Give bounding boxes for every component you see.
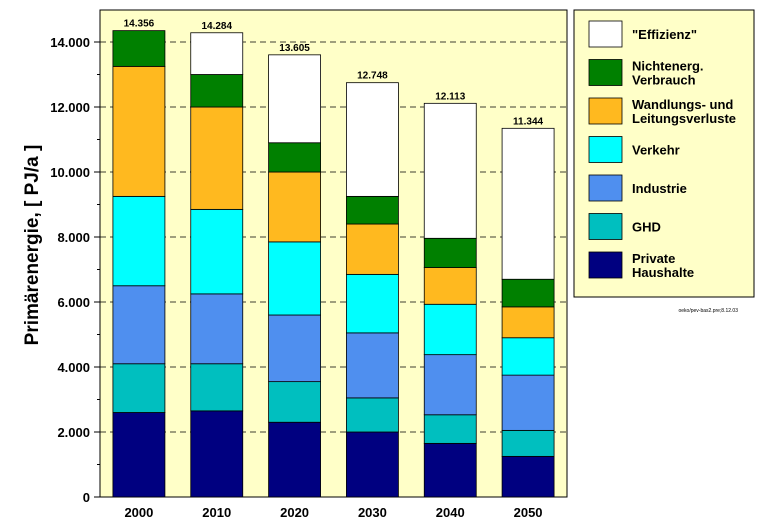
legend-swatch bbox=[588, 136, 623, 163]
bar-segment bbox=[346, 195, 399, 225]
legend-label: Haushalte bbox=[632, 265, 694, 280]
bar-segment bbox=[346, 223, 399, 275]
legend-swatch bbox=[588, 174, 623, 202]
bar-segment bbox=[190, 363, 244, 412]
bars: 14.356 14.284 13.605 12.748 12.113 11.344 bbox=[112, 18, 555, 498]
bar-total-label: 11.344 bbox=[513, 116, 543, 127]
legend-swatch bbox=[588, 59, 623, 86]
bar-segment bbox=[501, 127, 555, 280]
bar-segment bbox=[190, 32, 244, 75]
bar-total-label: 13.605 bbox=[279, 43, 310, 54]
bar-segment bbox=[190, 106, 244, 210]
bar-total-label: 12.748 bbox=[357, 71, 388, 82]
x-tick-label: 2020 bbox=[280, 505, 309, 520]
bar-segment bbox=[268, 241, 321, 316]
bar-segment bbox=[346, 332, 399, 399]
bar-total-label: 12.113 bbox=[435, 91, 465, 102]
y-tick-label: 2.000 bbox=[57, 425, 90, 440]
axes: 0 2.000 4.000 6.000 8.000 10.000 12.000 14.000 P… bbox=[22, 35, 543, 520]
bar-segment bbox=[112, 65, 166, 197]
gridlines bbox=[100, 41, 567, 433]
bar-segment bbox=[501, 278, 555, 308]
plot-area bbox=[99, 9, 568, 498]
bar-segment bbox=[190, 293, 244, 365]
legend-label: Leitungsverluste bbox=[632, 111, 736, 126]
bar-segment bbox=[423, 267, 477, 305]
bar-total-label: 14.284 bbox=[201, 21, 232, 32]
bar-segment bbox=[501, 455, 555, 498]
x-tick-label: 2010 bbox=[202, 505, 231, 520]
bar-segment bbox=[346, 397, 399, 433]
x-tick-label: 2030 bbox=[358, 505, 387, 520]
bar-segment bbox=[112, 363, 166, 413]
bar-segment bbox=[423, 237, 477, 268]
legend-swatch bbox=[588, 213, 623, 240]
bar-segment bbox=[112, 285, 166, 365]
y-tick-label: 10.000 bbox=[50, 165, 90, 180]
bar-segment bbox=[268, 142, 321, 173]
bar-segment bbox=[501, 306, 555, 339]
bar-segment bbox=[268, 314, 321, 383]
legend-label: Wandlungs- und bbox=[632, 97, 733, 112]
credit-note: oeko/pev-bas2.pre;8.12.03 bbox=[679, 308, 739, 314]
plot-background bbox=[99, 9, 568, 498]
bar-segment bbox=[501, 337, 555, 376]
legend-label: GHD bbox=[632, 220, 661, 235]
y-tick-label: 12.000 bbox=[50, 100, 90, 115]
legend-label: "Effizienz" bbox=[632, 27, 697, 42]
bar-segment bbox=[423, 414, 477, 444]
bar-segment bbox=[501, 374, 555, 431]
x-tick-label: 2050 bbox=[514, 505, 543, 520]
bar-segment bbox=[423, 442, 477, 498]
bar-segment bbox=[112, 195, 166, 287]
bar-segment bbox=[190, 74, 244, 108]
bar-segment bbox=[423, 303, 477, 356]
bar-total-label: 14.356 bbox=[124, 18, 155, 29]
y-tick-label: 4.000 bbox=[57, 360, 90, 375]
bar-segment bbox=[268, 54, 321, 144]
y-tick-label: 8.000 bbox=[57, 230, 90, 245]
y-tick-label: 6.000 bbox=[57, 295, 90, 310]
bar-segment bbox=[190, 208, 244, 295]
bar-segment bbox=[268, 421, 321, 498]
bar-segment bbox=[423, 102, 477, 239]
legend-label: Nichtenerg. bbox=[632, 59, 704, 74]
bar-segment bbox=[346, 273, 399, 334]
legend-swatch bbox=[588, 20, 623, 48]
bar-segment bbox=[190, 410, 244, 498]
bar-segment bbox=[346, 431, 399, 498]
bar-segment bbox=[112, 412, 166, 498]
bar-segment bbox=[501, 429, 555, 457]
y-tick-label: 0 bbox=[83, 490, 90, 505]
bar-segment bbox=[423, 354, 477, 416]
legend-label: Verkehr bbox=[632, 143, 680, 158]
legend-swatch bbox=[588, 97, 623, 125]
legend-label: Verbrauch bbox=[632, 73, 696, 88]
bar-segment bbox=[346, 82, 399, 197]
x-tick-label: 2000 bbox=[124, 505, 153, 520]
legend: "Effizienz" Nichtenerg.Verbrauch Wandlungs… bbox=[573, 9, 755, 298]
bar-segment bbox=[112, 30, 166, 67]
legend-swatch bbox=[588, 251, 623, 279]
x-tick-label: 2040 bbox=[436, 505, 465, 520]
y-tick-label: 14.000 bbox=[50, 35, 90, 50]
legend-label: Private bbox=[632, 251, 675, 266]
bar-segment bbox=[268, 381, 321, 423]
y-axis-label: Primärenergie, [ PJ/a ] bbox=[22, 145, 43, 346]
bar-segment bbox=[268, 171, 321, 243]
legend-label: Industrie bbox=[632, 181, 687, 196]
